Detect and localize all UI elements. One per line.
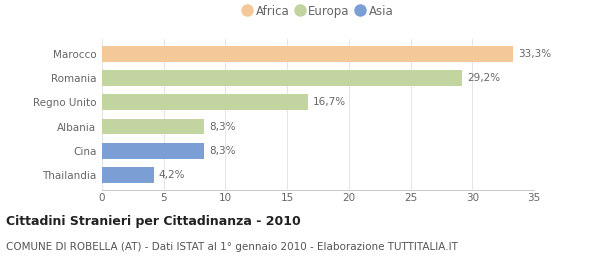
Text: 16,7%: 16,7% [313,97,346,107]
Text: 8,3%: 8,3% [209,121,236,132]
Bar [102,119,205,134]
Bar [102,70,463,86]
Text: 29,2%: 29,2% [467,73,500,83]
Bar [102,167,154,183]
Legend: Africa, Europa, Asia: Africa, Europa, Asia [242,5,394,18]
Text: 33,3%: 33,3% [518,49,551,59]
Bar [102,46,513,62]
Text: COMUNE DI ROBELLA (AT) - Dati ISTAT al 1° gennaio 2010 - Elaborazione TUTTITALIA: COMUNE DI ROBELLA (AT) - Dati ISTAT al 1… [6,242,458,252]
Bar [102,143,205,159]
Text: 8,3%: 8,3% [209,146,236,156]
Text: Cittadini Stranieri per Cittadinanza - 2010: Cittadini Stranieri per Cittadinanza - 2… [6,215,301,228]
Text: 4,2%: 4,2% [159,170,185,180]
Bar [102,94,308,110]
